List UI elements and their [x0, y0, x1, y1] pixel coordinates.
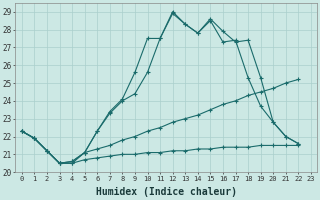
X-axis label: Humidex (Indice chaleur): Humidex (Indice chaleur)	[96, 187, 237, 197]
